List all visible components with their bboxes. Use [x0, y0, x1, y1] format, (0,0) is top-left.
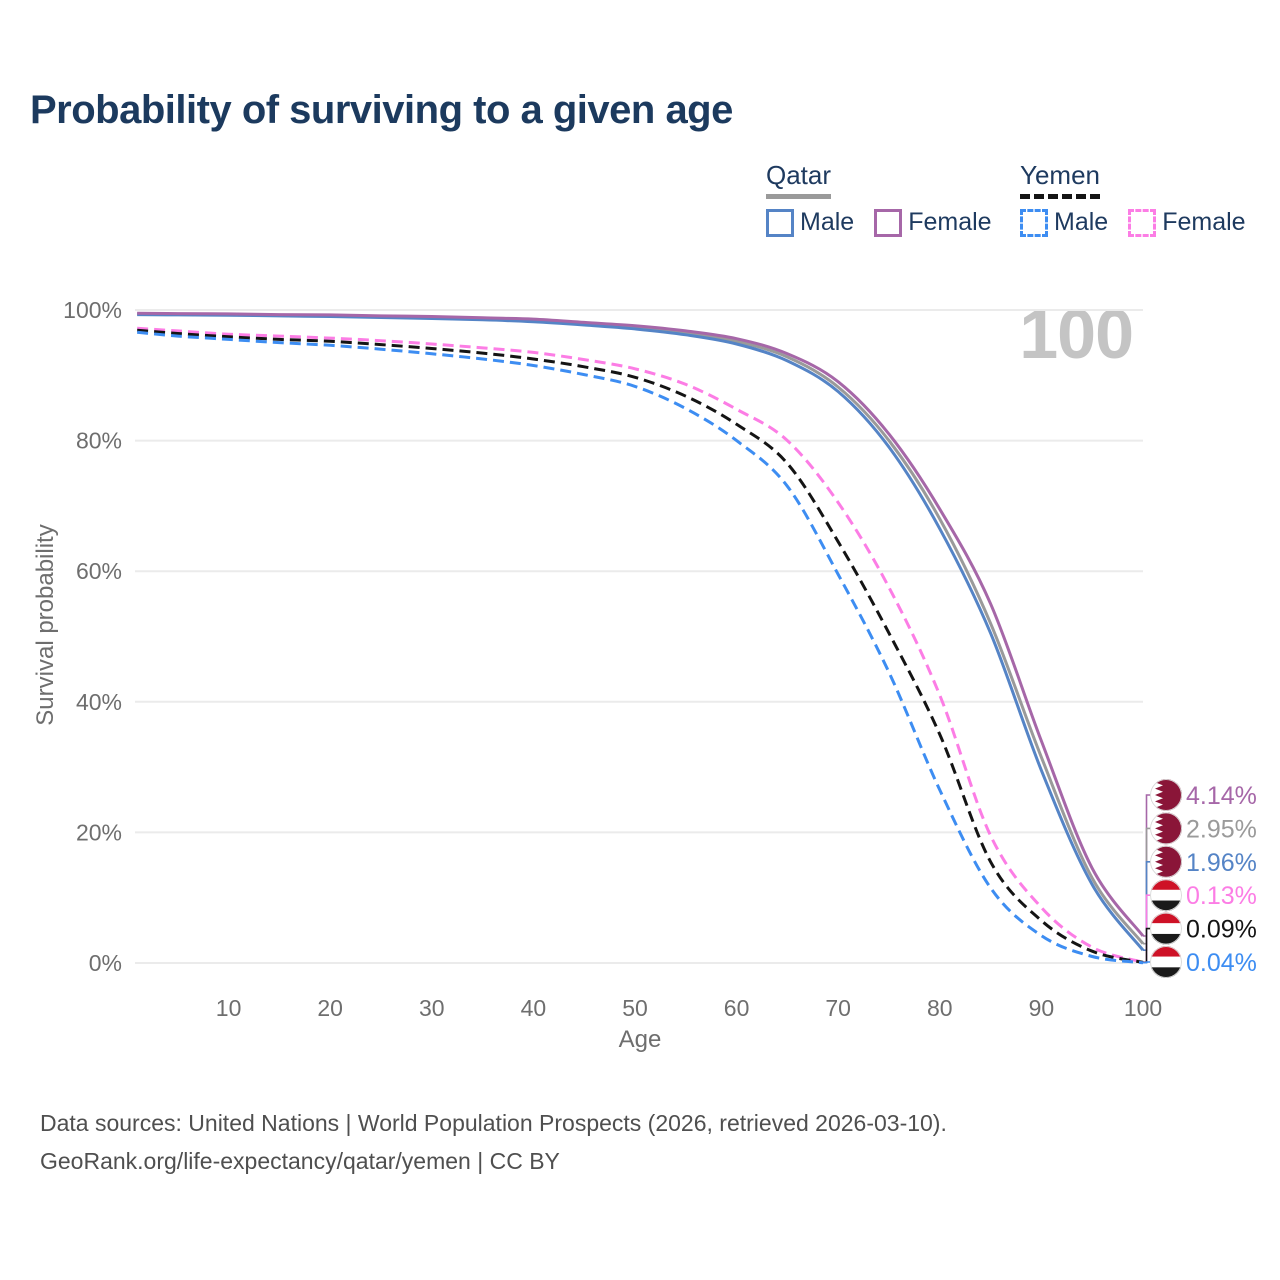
- y-tick-label-20: 20%: [76, 819, 122, 845]
- x-tick-label-60: 60: [724, 995, 750, 1021]
- legend-group-yemen: Yemen Male Female: [1020, 160, 1246, 237]
- y-tick-label-40: 40%: [76, 689, 122, 715]
- x-tick-label-40: 40: [521, 995, 547, 1021]
- legend-country-yemen: Yemen: [1020, 160, 1246, 199]
- y-tick-label-80: 80%: [76, 428, 122, 454]
- x-tick-label-50: 50: [622, 995, 648, 1021]
- end-label-yemen-female: 0.13%: [1186, 882, 1257, 910]
- end-label-qatar: 2.95%: [1186, 815, 1257, 843]
- legend-item-yemen-female[interactable]: Female: [1128, 208, 1246, 237]
- curve-yemen-male: [137, 330, 1144, 965]
- label-connector-yemen: [1143, 927, 1152, 964]
- x-axis-title: Age: [618, 1026, 662, 1053]
- qatar-male-flag-icon: [1150, 845, 1182, 878]
- legend-item-yemen-male-label: Male: [1054, 208, 1109, 236]
- curve-yemen-female: [137, 326, 1144, 964]
- legend-country-qatar-label: Qatar: [766, 160, 832, 199]
- label-connector-yemen-male: [1143, 961, 1152, 964]
- x-tick-label-10: 10: [216, 995, 242, 1021]
- legend-country-yemen-label: Yemen: [1020, 160, 1100, 199]
- legend-item-qatar-female[interactable]: Female: [874, 208, 992, 237]
- curve-qatar-female: [137, 311, 1145, 937]
- curve-qatar: [137, 312, 1145, 945]
- footer-data-sources: Data sources: United Nations | World Pop…: [40, 1110, 947, 1136]
- legend-item-qatar-male-label: Male: [800, 208, 855, 236]
- x-tick-label-90: 90: [1029, 995, 1055, 1021]
- y-tick-label-100: 100%: [63, 297, 122, 323]
- qatar-female-flag-icon: [1150, 779, 1182, 811]
- yemen-male-flag-icon: [1150, 946, 1182, 978]
- yemen-male-swatch-icon: [1020, 208, 1048, 237]
- curve-yemen: [137, 328, 1144, 964]
- legend-items-yemen: Male Female: [1020, 208, 1246, 237]
- end-label-qatar-female: 4.14%: [1186, 782, 1257, 810]
- qatar-female-swatch-icon: [874, 208, 903, 237]
- legend-item-qatar-male[interactable]: Male: [766, 208, 854, 237]
- legend-item-qatar-female-label: Female: [908, 208, 992, 236]
- x-tick-label-30: 30: [419, 995, 445, 1021]
- age-counter-watermark: 100: [1019, 295, 1134, 373]
- legend-group-qatar: Qatar Male Female: [766, 160, 992, 237]
- qatar-male-swatch-icon: [766, 208, 794, 237]
- y-tick-label-60: 60%: [76, 558, 122, 584]
- end-label-qatar-male: 1.96%: [1186, 849, 1257, 877]
- legend: Qatar Male Female Yemen Male: [0, 160, 1280, 250]
- legend-item-yemen-male[interactable]: Male: [1020, 208, 1108, 237]
- footer-attribution: GeoRank.org/life-expectancy/qatar/yemen …: [40, 1148, 560, 1174]
- legend-item-yemen-female-label: Female: [1162, 208, 1246, 236]
- label-connector-qatar-male: [1143, 861, 1152, 951]
- yemen-female-flag-icon: [1150, 879, 1182, 912]
- footer: Data sources: United Nations | World Pop…: [40, 1104, 947, 1180]
- x-tick-label-70: 70: [825, 995, 851, 1021]
- page-title: Probability of surviving to a given age: [30, 88, 733, 132]
- end-label-yemen: 0.09%: [1186, 916, 1257, 944]
- x-tick-label-20: 20: [317, 995, 343, 1021]
- curve-qatar-male: [137, 313, 1145, 952]
- x-tick-label-100: 100: [1124, 995, 1162, 1021]
- yemen-female-swatch-icon: [1128, 208, 1157, 237]
- y-tick-label-0: 0%: [89, 950, 122, 976]
- yemen-flag-icon: [1150, 912, 1182, 945]
- qatar-flag-icon: [1150, 812, 1182, 845]
- x-tick-label-80: 80: [927, 995, 953, 1021]
- legend-items-qatar: Male Female: [766, 208, 992, 237]
- y-axis-title: Survival probability: [32, 524, 59, 726]
- end-label-yemen-male: 0.04%: [1186, 949, 1257, 977]
- legend-country-qatar: Qatar: [766, 160, 992, 199]
